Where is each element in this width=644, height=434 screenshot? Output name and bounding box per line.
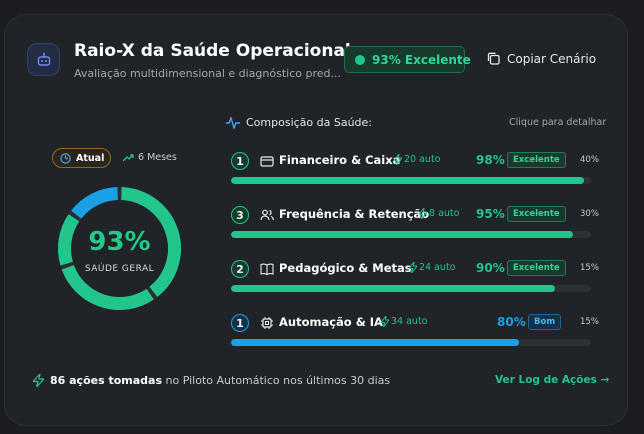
row-name: Pedagógico & Metas (279, 261, 412, 275)
donut-segment-3 (58, 214, 80, 266)
row-name: Automação & IA (279, 315, 383, 329)
view-action-log-link[interactable]: Ver Log de Ações → (495, 374, 610, 386)
row-financeiro[interactable]: 1 Financeiro & Caixa 20 auto 98% Excelen… (231, 152, 611, 192)
bolt-icon (394, 154, 402, 165)
row-name: Frequência & Retenção (279, 207, 430, 221)
robot-badge (27, 43, 60, 76)
period-toggle-current[interactable]: Atual (52, 148, 111, 168)
row-percentage: 90% (476, 261, 505, 275)
period-6-months-label: 6 Meses (138, 152, 177, 163)
progress-fill (231, 339, 519, 346)
row-weight: 15% (580, 317, 599, 327)
wallet-icon (260, 156, 274, 167)
auto-count: 24 auto (409, 262, 456, 273)
rank-badge: 1 (231, 152, 249, 170)
auto-count: 34 auto (381, 316, 428, 327)
donut-segment-1 (120, 187, 181, 297)
actions-text: no Piloto Automático nos últimos 30 dias (165, 374, 391, 387)
chip-icon (261, 317, 273, 329)
rank-badge: 2 (231, 260, 249, 278)
detail-hint: Clique para detalhar (509, 117, 607, 128)
overall-score-badge: 93% Excelente (344, 46, 471, 73)
row-percentage: 98% (476, 153, 505, 167)
donut-segment-2 (61, 264, 154, 310)
status-badge: Bom (528, 314, 562, 330)
book-icon (260, 263, 274, 276)
auto-count: 8 auto (419, 208, 459, 219)
bolt-icon (409, 262, 417, 273)
status-badge: Excelente (507, 260, 566, 276)
bolt-icon (419, 208, 427, 219)
progress-track (231, 285, 591, 292)
row-pedagogico[interactable]: 2 Pedagógico & Metas 24 auto 90% Excelen… (231, 260, 611, 300)
row-frequencia[interactable]: 3 Frequência & Retenção 8 auto 95% Excel… (231, 206, 611, 246)
actions-summary: 86 ações tomadas no Piloto Automático no… (33, 374, 390, 387)
progress-fill (231, 177, 584, 184)
status-badge: Excelente (507, 206, 566, 222)
bolt-icon (381, 316, 389, 327)
auto-count: 20 auto (394, 154, 441, 165)
period-current-label: Atual (76, 152, 105, 164)
progress-fill (231, 285, 555, 292)
health-donut-chart (58, 187, 181, 310)
page-title: Raio-X da Saúde Operacional (74, 41, 351, 61)
page-subtitle: Avaliação multidimensional e diagnóstico… (74, 67, 341, 80)
composition-header: Composição da Saúde: (226, 116, 372, 129)
status-badge: Excelente (507, 152, 566, 168)
robot-icon (37, 52, 50, 66)
progress-track (231, 177, 591, 184)
actions-count: 86 ações tomadas (50, 374, 163, 387)
clock-icon (60, 152, 71, 164)
users-icon (260, 209, 274, 221)
rank-badge: 3 (231, 206, 249, 224)
progress-track (231, 339, 591, 346)
row-percentage: 80% (497, 315, 526, 329)
overall-percentage: 93% (88, 227, 151, 257)
row-weight: 40% (580, 155, 599, 165)
composition-title: Composição da Saúde: (246, 116, 373, 129)
row-percentage: 95% (476, 207, 505, 221)
rank-badge: 1 (231, 314, 249, 332)
overall-score-text: 93% Excelente (372, 52, 471, 67)
progress-fill (231, 231, 573, 238)
row-automacao[interactable]: 1 Automação & IA 34 auto 80% Bom 15% (231, 314, 611, 354)
row-weight: 15% (580, 263, 599, 273)
progress-track (231, 231, 591, 238)
pulse-icon (226, 116, 240, 129)
bolt-icon (33, 374, 44, 387)
copy-scenario-button[interactable]: Copiar Cenário (486, 51, 596, 66)
row-name: Financeiro & Caixa (279, 153, 401, 167)
trending-up-icon (123, 153, 134, 161)
donut-segment-4 (71, 187, 119, 219)
copy-icon (487, 52, 500, 65)
overall-label: SAÚDE GERAL (84, 264, 155, 274)
status-dot-icon (355, 54, 365, 65)
row-weight: 30% (580, 209, 599, 219)
period-toggle-6-months[interactable]: 6 Meses (123, 152, 177, 163)
copy-scenario-label: Copiar Cenário (507, 51, 597, 66)
